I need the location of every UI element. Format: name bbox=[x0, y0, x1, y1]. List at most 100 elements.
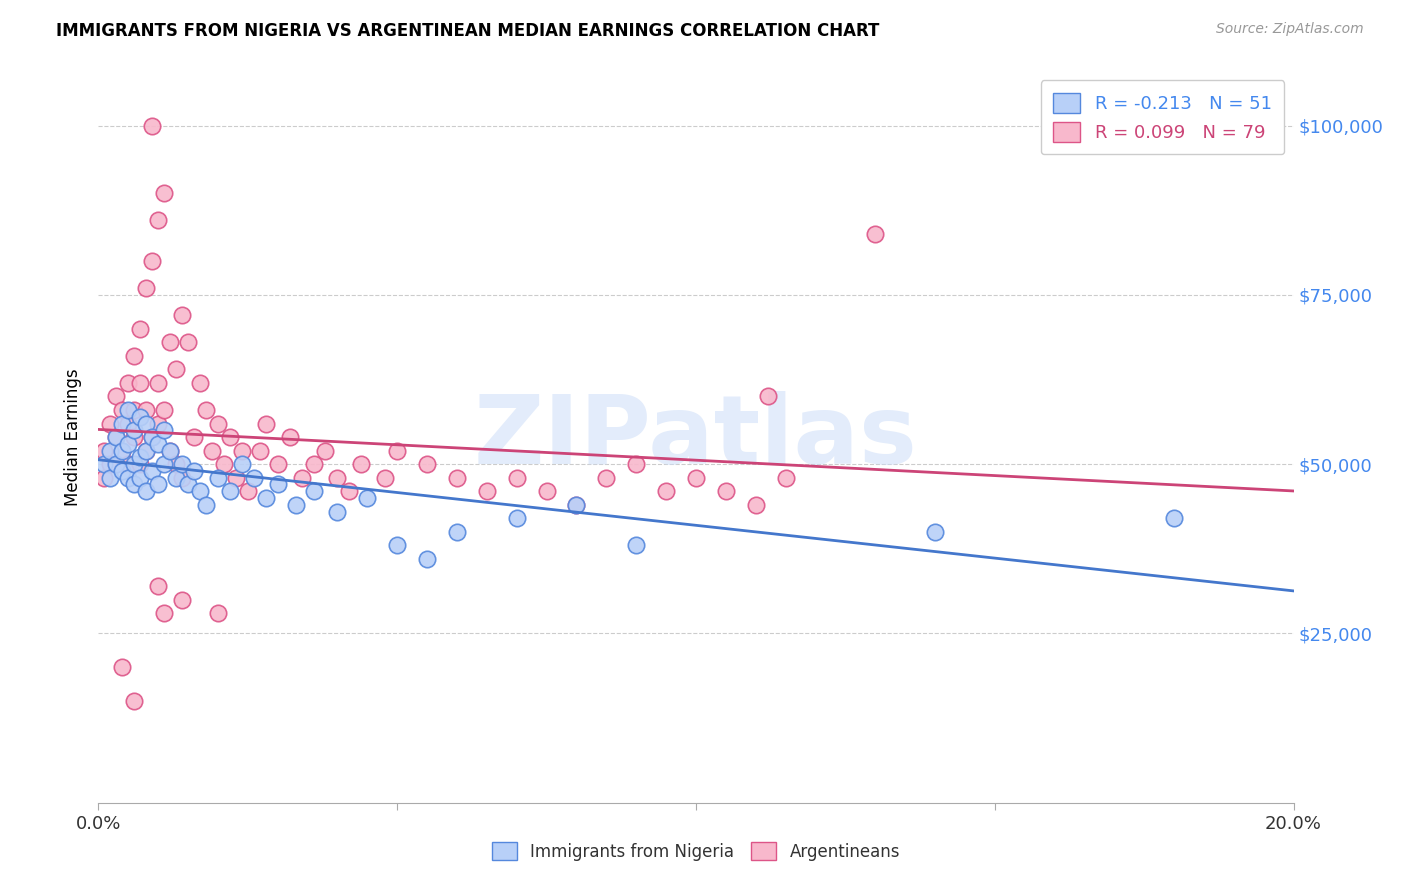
Legend: Immigrants from Nigeria, Argentineans: Immigrants from Nigeria, Argentineans bbox=[485, 836, 907, 868]
Point bbox=[105, 430, 128, 444]
Point bbox=[326, 505, 349, 519]
Point bbox=[124, 457, 146, 471]
Point bbox=[98, 417, 122, 431]
Point bbox=[231, 457, 253, 471]
Point bbox=[135, 443, 157, 458]
Point bbox=[626, 538, 648, 552]
Point bbox=[141, 430, 163, 444]
Point bbox=[105, 457, 128, 471]
Point bbox=[93, 471, 115, 485]
Point bbox=[93, 443, 115, 458]
Point bbox=[165, 362, 187, 376]
Point bbox=[117, 403, 139, 417]
Y-axis label: Median Earnings: Median Earnings bbox=[65, 368, 83, 506]
Point bbox=[506, 511, 529, 525]
Point bbox=[165, 457, 187, 471]
Point bbox=[865, 227, 887, 241]
Point bbox=[183, 430, 205, 444]
Point bbox=[278, 430, 301, 444]
Point bbox=[302, 457, 325, 471]
Point bbox=[117, 417, 139, 431]
Point bbox=[172, 457, 194, 471]
Point bbox=[595, 471, 617, 485]
Point bbox=[385, 538, 409, 552]
Point bbox=[159, 443, 181, 458]
Point bbox=[111, 443, 134, 458]
Point bbox=[141, 254, 163, 268]
Point bbox=[153, 423, 176, 437]
Point bbox=[536, 484, 558, 499]
Point bbox=[172, 471, 194, 485]
Point bbox=[267, 477, 290, 491]
Point bbox=[350, 457, 373, 471]
Point bbox=[626, 457, 648, 471]
Point bbox=[1163, 511, 1185, 525]
Point bbox=[207, 417, 229, 431]
Point bbox=[148, 376, 170, 390]
Point bbox=[374, 471, 396, 485]
Point bbox=[231, 443, 253, 458]
Text: IMMIGRANTS FROM NIGERIA VS ARGENTINEAN MEDIAN EARNINGS CORRELATION CHART: IMMIGRANTS FROM NIGERIA VS ARGENTINEAN M… bbox=[56, 22, 880, 40]
Point bbox=[148, 417, 170, 431]
Point bbox=[315, 443, 337, 458]
Point bbox=[129, 457, 152, 471]
Point bbox=[236, 484, 259, 499]
Point bbox=[129, 409, 152, 424]
Point bbox=[924, 524, 946, 539]
Point bbox=[124, 477, 146, 491]
Point bbox=[148, 579, 170, 593]
Point bbox=[446, 471, 468, 485]
Point bbox=[117, 457, 139, 471]
Point bbox=[188, 376, 211, 390]
Point bbox=[124, 430, 146, 444]
Point bbox=[385, 443, 409, 458]
Point bbox=[249, 443, 271, 458]
Point bbox=[135, 403, 157, 417]
Point bbox=[105, 389, 128, 403]
Point bbox=[207, 471, 229, 485]
Point bbox=[254, 417, 277, 431]
Point bbox=[129, 322, 152, 336]
Point bbox=[159, 335, 181, 350]
Point bbox=[201, 443, 224, 458]
Point bbox=[135, 417, 157, 431]
Point bbox=[243, 471, 266, 485]
Point bbox=[117, 437, 139, 451]
Point bbox=[105, 457, 128, 471]
Point bbox=[326, 471, 349, 485]
Point bbox=[129, 471, 152, 485]
Point bbox=[141, 430, 163, 444]
Point bbox=[172, 592, 194, 607]
Point bbox=[129, 450, 152, 465]
Point bbox=[356, 491, 378, 505]
Point bbox=[188, 484, 211, 499]
Point bbox=[177, 335, 200, 350]
Point bbox=[267, 457, 290, 471]
Point bbox=[165, 471, 187, 485]
Point bbox=[207, 606, 229, 620]
Point bbox=[111, 443, 134, 458]
Point bbox=[183, 464, 205, 478]
Point bbox=[98, 457, 122, 471]
Point bbox=[111, 660, 134, 674]
Point bbox=[685, 471, 707, 485]
Point bbox=[416, 552, 439, 566]
Point bbox=[254, 491, 277, 505]
Point bbox=[565, 498, 588, 512]
Point bbox=[117, 471, 139, 485]
Point bbox=[291, 471, 314, 485]
Point bbox=[135, 443, 157, 458]
Point bbox=[148, 477, 170, 491]
Point bbox=[105, 430, 128, 444]
Point bbox=[111, 464, 134, 478]
Point bbox=[416, 457, 439, 471]
Point bbox=[98, 443, 122, 458]
Point bbox=[153, 403, 176, 417]
Point bbox=[141, 119, 163, 133]
Point bbox=[117, 376, 139, 390]
Point bbox=[124, 349, 146, 363]
Point bbox=[225, 471, 247, 485]
Point bbox=[339, 484, 361, 499]
Point bbox=[714, 484, 737, 499]
Point bbox=[506, 471, 529, 485]
